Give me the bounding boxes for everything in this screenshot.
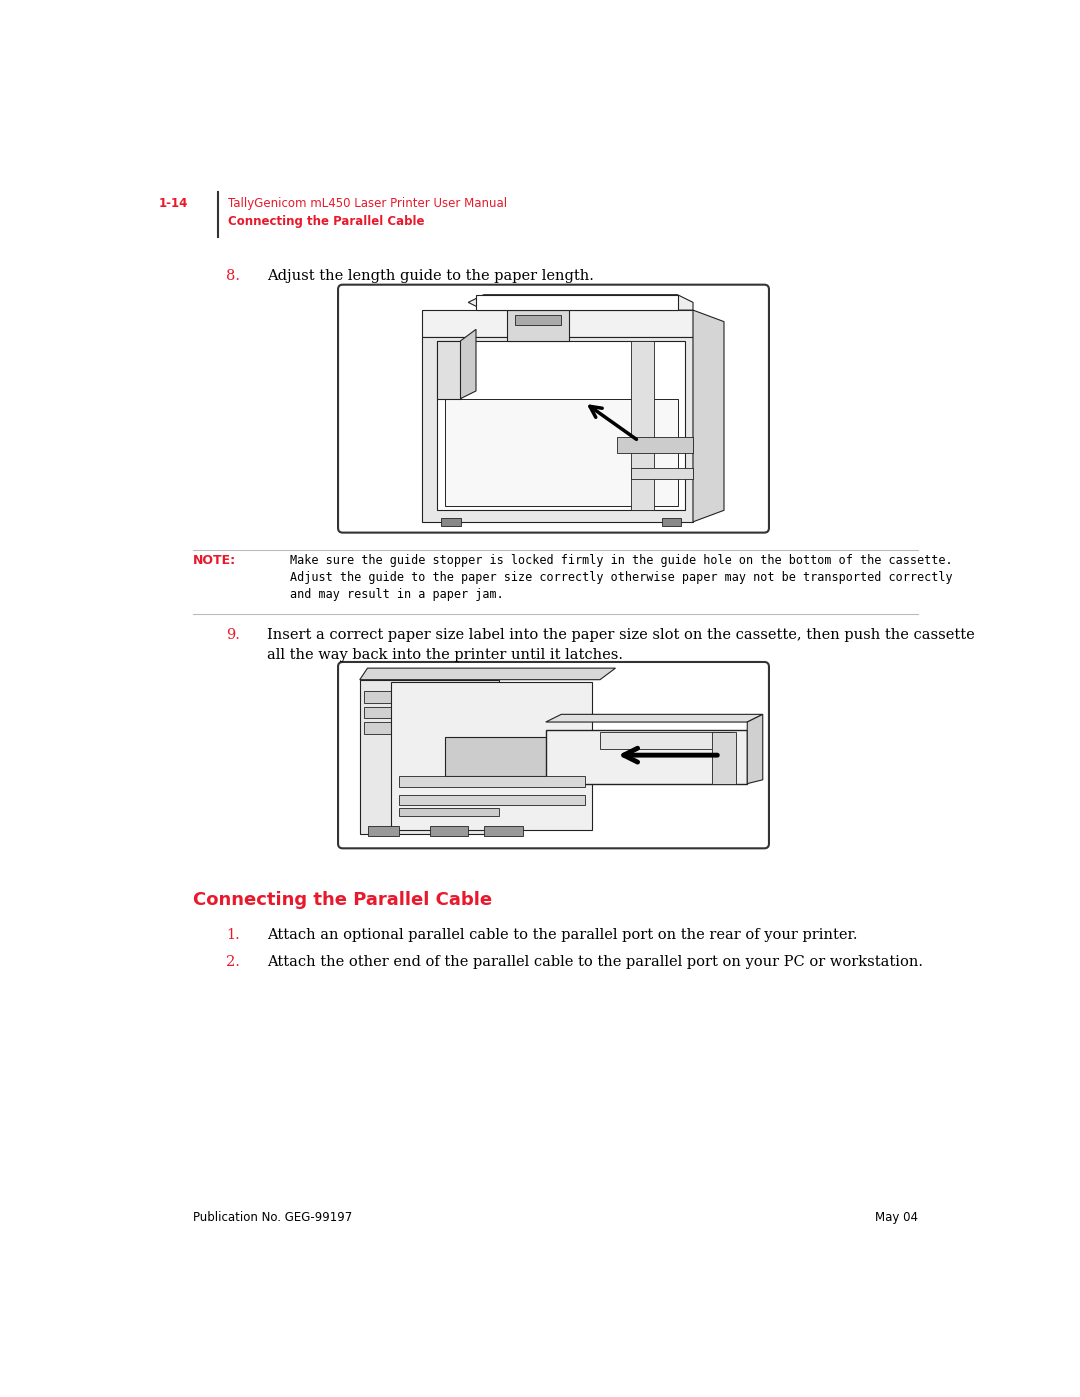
- Polygon shape: [360, 680, 499, 834]
- Polygon shape: [631, 341, 654, 510]
- Polygon shape: [367, 826, 399, 835]
- Text: 8.: 8.: [226, 270, 240, 284]
- Polygon shape: [441, 518, 460, 525]
- Polygon shape: [445, 738, 592, 775]
- Polygon shape: [422, 337, 693, 522]
- Polygon shape: [469, 295, 693, 310]
- Polygon shape: [484, 826, 523, 835]
- Polygon shape: [399, 775, 584, 788]
- Text: Connecting the Parallel Cable: Connecting the Parallel Cable: [193, 891, 492, 909]
- Text: and may result in a paper jam.: and may result in a paper jam.: [291, 588, 503, 601]
- Polygon shape: [515, 316, 562, 326]
- Polygon shape: [476, 295, 677, 310]
- Polygon shape: [437, 341, 685, 510]
- FancyBboxPatch shape: [338, 285, 769, 532]
- Text: Attach an optional parallel cable to the parallel port on the rear of your print: Attach an optional parallel cable to the…: [267, 929, 858, 943]
- Polygon shape: [507, 302, 569, 310]
- Text: 2.: 2.: [226, 954, 240, 968]
- Polygon shape: [422, 310, 693, 337]
- Text: TallyGenicom mL450 Laser Printer User Manual: TallyGenicom mL450 Laser Printer User Ma…: [228, 197, 508, 210]
- Polygon shape: [693, 310, 724, 522]
- Text: Adjust the length guide to the paper length.: Adjust the length guide to the paper len…: [267, 270, 594, 284]
- Polygon shape: [399, 795, 584, 805]
- Polygon shape: [662, 518, 681, 525]
- Text: 1.: 1.: [226, 929, 240, 943]
- Text: 1-14: 1-14: [159, 197, 188, 210]
- Polygon shape: [364, 692, 391, 703]
- Polygon shape: [713, 732, 735, 784]
- Text: Publication No. GEG-99197: Publication No. GEG-99197: [193, 1211, 352, 1224]
- Polygon shape: [445, 398, 677, 507]
- Polygon shape: [364, 707, 391, 718]
- Polygon shape: [507, 310, 569, 341]
- Polygon shape: [545, 729, 747, 784]
- Text: 9.: 9.: [226, 629, 240, 643]
- Text: Attach the other end of the parallel cable to the parallel port on your PC or wo: Attach the other end of the parallel cab…: [267, 954, 922, 968]
- Polygon shape: [631, 468, 693, 479]
- Polygon shape: [600, 732, 732, 749]
- Text: Insert a correct paper size label into the paper size slot on the cassette, then: Insert a correct paper size label into t…: [267, 629, 974, 643]
- Text: May 04: May 04: [875, 1211, 918, 1224]
- Polygon shape: [747, 714, 762, 784]
- Text: Make sure the guide stopper is locked firmly in the guide hole on the bottom of : Make sure the guide stopper is locked fi…: [291, 555, 953, 567]
- Polygon shape: [545, 714, 762, 722]
- Polygon shape: [391, 682, 592, 830]
- Text: NOTE:: NOTE:: [193, 555, 237, 567]
- FancyBboxPatch shape: [338, 662, 769, 848]
- Polygon shape: [360, 668, 616, 680]
- Polygon shape: [617, 437, 693, 453]
- Text: all the way back into the printer until it latches.: all the way back into the printer until …: [267, 648, 623, 662]
- Polygon shape: [430, 826, 469, 835]
- Polygon shape: [460, 330, 476, 398]
- Text: Connecting the Parallel Cable: Connecting the Parallel Cable: [228, 215, 424, 228]
- Text: Adjust the guide to the paper size correctly otherwise paper may not be transpor: Adjust the guide to the paper size corre…: [291, 571, 953, 584]
- Polygon shape: [399, 809, 499, 816]
- Polygon shape: [437, 341, 460, 398]
- Polygon shape: [364, 722, 391, 733]
